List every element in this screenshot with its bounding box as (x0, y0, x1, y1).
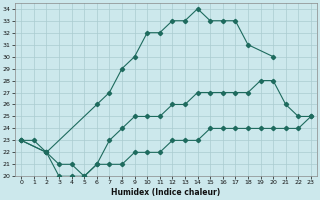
X-axis label: Humidex (Indice chaleur): Humidex (Indice chaleur) (111, 188, 221, 197)
